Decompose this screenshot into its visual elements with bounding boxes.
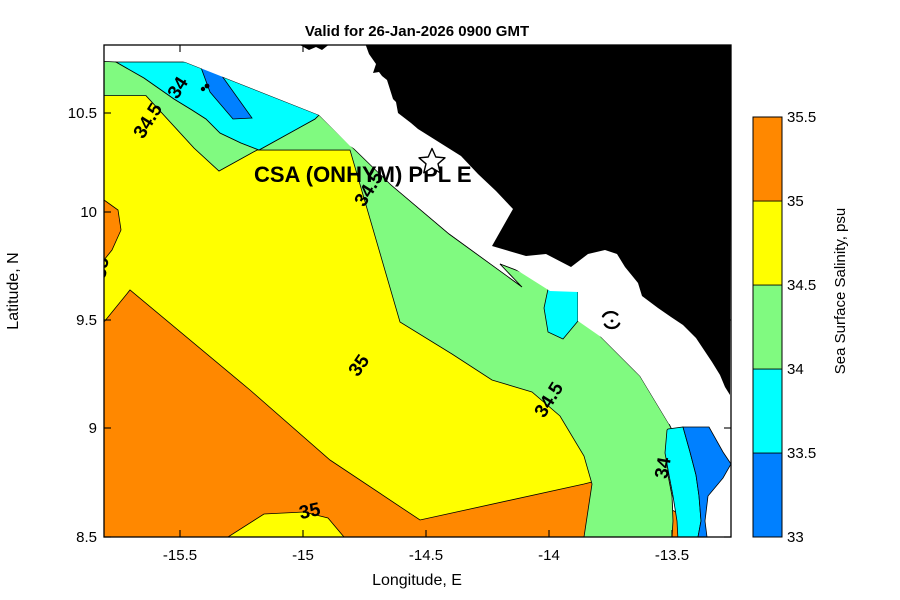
svg-text:8.5: 8.5: [76, 529, 97, 546]
svg-text:9: 9: [89, 420, 97, 437]
svg-text:10: 10: [80, 204, 97, 221]
svg-text:33.5: 33.5: [787, 445, 816, 462]
svg-text:-15: -15: [292, 547, 314, 564]
svg-text:34: 34: [787, 361, 804, 378]
svg-text:9.5: 9.5: [76, 312, 97, 329]
svg-text:-14.5: -14.5: [409, 547, 443, 564]
svg-text:Valid for 26-Jan-2026 0900 GMT: Valid for 26-Jan-2026 0900 GMT: [305, 23, 529, 40]
svg-text:10.5: 10.5: [68, 105, 97, 122]
svg-text:Longitude, E: Longitude, E: [372, 572, 462, 589]
svg-text:-15.5: -15.5: [163, 547, 197, 564]
svg-text:34.5: 34.5: [787, 277, 816, 294]
svg-text:34: 34: [651, 455, 675, 480]
svg-text:33: 33: [787, 529, 804, 546]
svg-text:-14: -14: [538, 547, 560, 564]
svg-text:-13.5: -13.5: [655, 547, 689, 564]
svg-text:35: 35: [787, 193, 804, 210]
svg-text:35.5: 35.5: [787, 109, 816, 126]
svg-text:Sea Surface Salinity, psu: Sea Surface Salinity, psu: [832, 208, 849, 374]
svg-text:Latitude, N: Latitude, N: [5, 252, 22, 329]
